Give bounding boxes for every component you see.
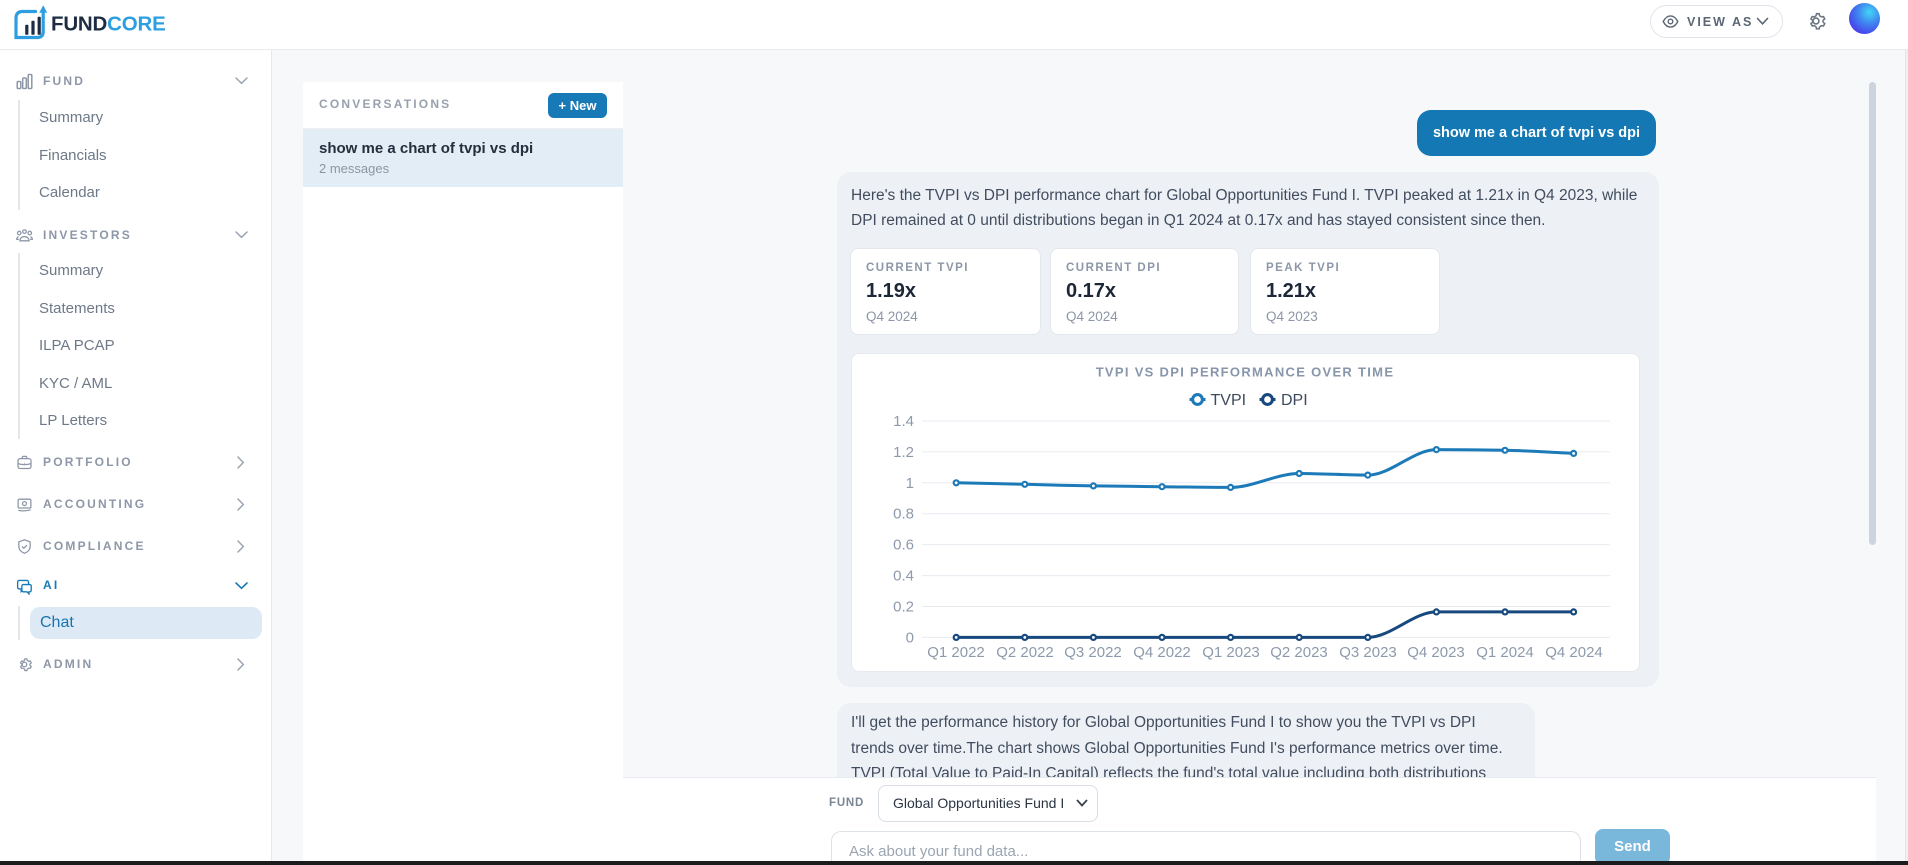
svg-text:Q3 2022: Q3 2022 [1064,644,1122,661]
svg-text:0: 0 [906,629,914,646]
svg-text:TVPI: TVPI [1211,392,1247,409]
svg-text:1: 1 [906,475,914,492]
svg-text:Q1 2023: Q1 2023 [1202,644,1260,661]
svg-text:1.4: 1.4 [893,413,914,430]
svg-text:Q1 2024: Q1 2024 [1476,644,1534,661]
svg-text:0.6: 0.6 [893,537,914,554]
svg-text:0.2: 0.2 [893,599,914,616]
svg-text:1.2: 1.2 [893,444,914,461]
svg-text:Q2 2023: Q2 2023 [1270,644,1328,661]
svg-text:0.8: 0.8 [893,506,914,523]
svg-text:0.4: 0.4 [893,568,914,585]
svg-text:Q1 2022: Q1 2022 [927,644,985,661]
svg-text:Q3 2023: Q3 2023 [1339,644,1397,661]
svg-text:Q4 2022: Q4 2022 [1133,644,1191,661]
svg-text:FUNDCORE: FUNDCORE [51,13,166,36]
svg-text:Q4 2024: Q4 2024 [1545,644,1603,661]
svg-text:Q2 2022: Q2 2022 [996,644,1054,661]
svg-text:Q4 2023: Q4 2023 [1407,644,1465,661]
svg-text:DPI: DPI [1281,392,1308,409]
svg-text:TVPI VS DPI PERFORMANCE OVER T: TVPI VS DPI PERFORMANCE OVER TIME [1096,365,1395,380]
